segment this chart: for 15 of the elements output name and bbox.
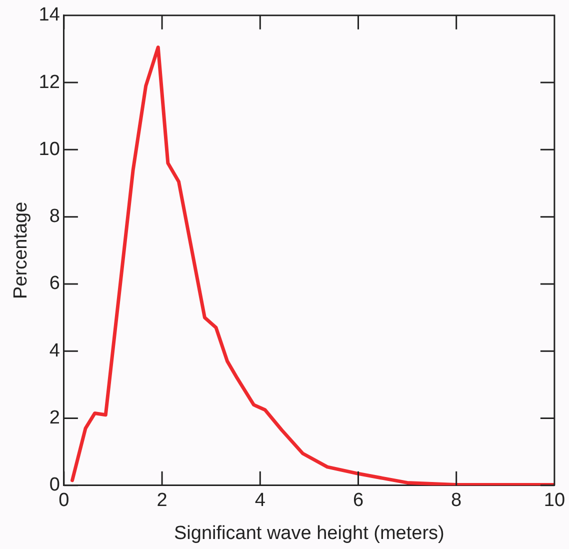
y-tick-label: 2 bbox=[49, 407, 60, 428]
y-tick-label: 12 bbox=[38, 72, 60, 93]
x-axis-title: Significant wave height (meters) bbox=[174, 522, 444, 544]
x-tick-label: 4 bbox=[254, 490, 266, 512]
x-tick-label: 6 bbox=[352, 490, 364, 512]
x-tick-label: 10 bbox=[544, 490, 566, 512]
x-tick-label: 8 bbox=[451, 490, 462, 512]
y-tick-label: 4 bbox=[49, 340, 60, 362]
y-tick-label: 14 bbox=[38, 4, 60, 26]
y-tick-label: 0 bbox=[49, 474, 60, 496]
y-tick-label: 8 bbox=[49, 206, 60, 228]
y-axis-title: Percentage bbox=[10, 202, 32, 299]
x-tick-label: 2 bbox=[156, 490, 168, 512]
y-tick-label: 6 bbox=[49, 273, 60, 294]
y-tick-label: 10 bbox=[38, 138, 60, 160]
